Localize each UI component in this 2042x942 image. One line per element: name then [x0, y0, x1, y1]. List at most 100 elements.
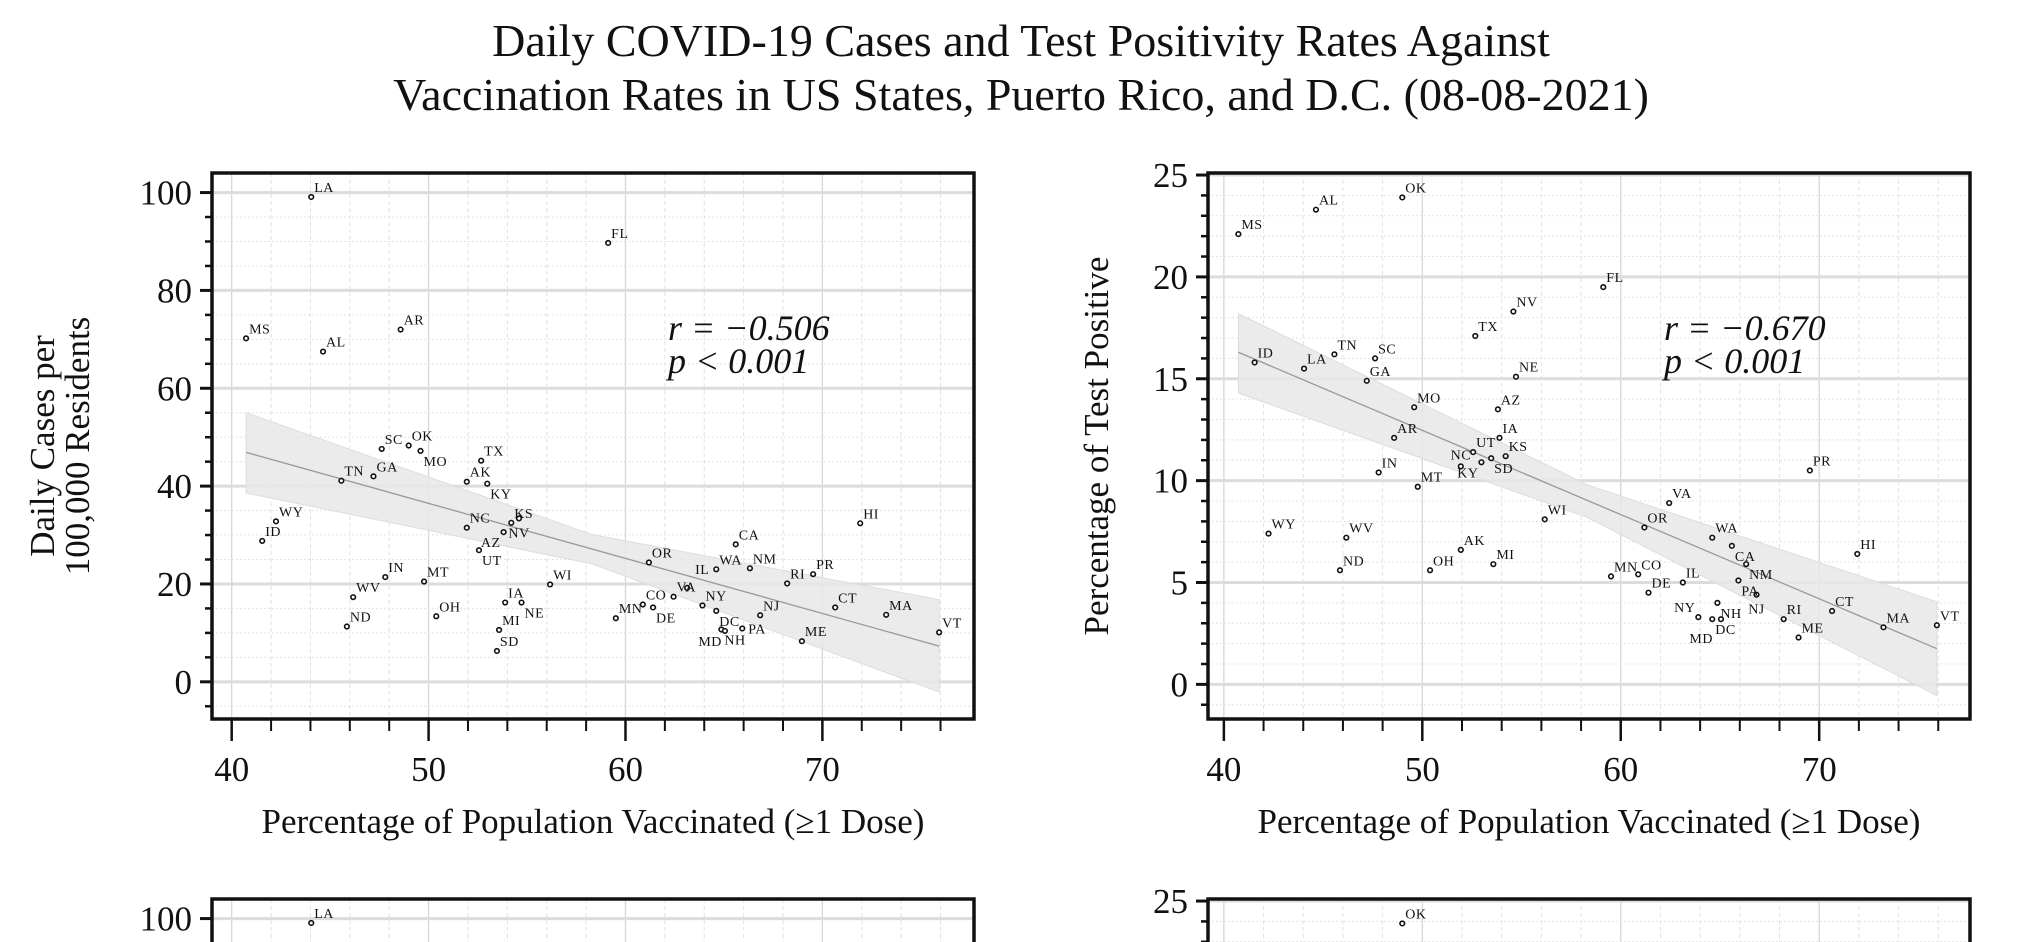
point-label-ar: AR: [404, 314, 425, 329]
point-label-in: IN: [388, 561, 404, 576]
point-label-tn: TN: [344, 465, 364, 480]
data-point-dc: [1709, 616, 1716, 623]
point-label-al: AL: [326, 336, 346, 351]
data-point-me: [1795, 634, 1802, 641]
data-point-sd: [1488, 455, 1495, 462]
point-label-ks: KS: [1509, 440, 1528, 455]
data-point-nh: [1714, 599, 1721, 606]
point-label-mo: MO: [1417, 391, 1441, 406]
point-label-or: OR: [652, 546, 673, 561]
point-label-ca: CA: [739, 528, 760, 543]
point-label-sd: SD: [1494, 462, 1513, 477]
data-point-hi: [857, 520, 864, 527]
data-point-ks: [508, 519, 515, 526]
data-point-fl: [1600, 283, 1607, 291]
y-tick-label: 25: [1153, 882, 1188, 921]
data-point-de: [649, 604, 657, 611]
point-label-ma: MA: [1886, 611, 1910, 626]
data-point-va: [670, 593, 677, 600]
data-point-ia: [1496, 434, 1503, 441]
data-point-mo: [417, 447, 424, 454]
point-label-pr: PR: [816, 558, 834, 573]
data-point-wy: [1265, 530, 1272, 537]
data-point-ar: [397, 326, 404, 333]
data-point-sd: [493, 647, 501, 655]
point-label-hi: HI: [1860, 538, 1876, 553]
data-point-vt: [1933, 622, 1940, 629]
data-point-ak: [463, 478, 470, 485]
point-label-ny: NY: [1674, 601, 1695, 616]
data-point-ne: [518, 599, 525, 606]
data-point-ct: [832, 604, 839, 611]
y-axis-label: 100,000 Residents: [58, 317, 97, 576]
axes-frame: [1206, 171, 1972, 721]
data-point-ky: [1478, 459, 1485, 466]
point-label-ak: AK: [470, 466, 491, 481]
y-tick-label: 20: [157, 565, 192, 604]
point-label-ky: KY: [490, 488, 511, 503]
point-label-nc: NC: [1451, 448, 1471, 463]
point-label-id: ID: [265, 525, 281, 540]
point-label-ms: MS: [1241, 218, 1262, 233]
point-label-pr: PR: [1813, 454, 1831, 469]
regression-line: [245, 451, 940, 647]
data-point-nc: [463, 524, 470, 531]
data-point-wi: [1541, 516, 1548, 523]
point-label-mn: MN: [1614, 560, 1638, 575]
correlation-r-text: r = −0.506: [668, 308, 830, 348]
data-point-ok: [405, 442, 412, 449]
x-tick-label: 50: [1405, 750, 1440, 789]
y-tick-label: 40: [157, 467, 192, 506]
data-point-tn: [338, 477, 345, 484]
point-label-il: IL: [1686, 567, 1700, 582]
point-label-sd: SD: [500, 635, 519, 650]
point-label-de: DE: [656, 611, 676, 626]
y-tick-label: 60: [157, 369, 192, 408]
point-label-dc: DC: [1715, 623, 1735, 638]
data-point-sc: [378, 445, 385, 453]
point-label-or: OR: [1647, 511, 1668, 526]
data-point-la: [1300, 365, 1308, 372]
data-point-id: [1251, 359, 1258, 366]
point-label-az: AZ: [481, 536, 501, 551]
data-point-la: [308, 919, 315, 927]
data-point-nc: [1457, 463, 1464, 470]
data-point-ne: [1512, 373, 1520, 380]
point-label-nh: NH: [724, 633, 745, 648]
data-point-md: [721, 627, 729, 635]
x-tick-label: 60: [608, 750, 643, 789]
data-point-pr: [1806, 467, 1813, 474]
data-point-nv: [515, 515, 523, 522]
data-point-mn: [612, 615, 619, 622]
point-label-ky: KY: [1457, 466, 1478, 481]
point-label-nh: NH: [1720, 607, 1741, 622]
data-point-mt: [420, 578, 428, 585]
data-point-tx: [478, 457, 485, 464]
x-tick-label: 40: [1206, 750, 1241, 789]
data-point-nj: [1753, 591, 1760, 598]
point-label-sc: SC: [385, 433, 403, 448]
data-point-fl: [605, 239, 612, 247]
point-label-la: LA: [314, 181, 334, 196]
data-point-ca: [732, 541, 739, 548]
regression-line: [1238, 351, 1938, 650]
x-tick-label: 50: [411, 750, 446, 789]
point-label-ok: OK: [1405, 181, 1426, 196]
data-point-wa: [713, 566, 720, 573]
point-label-tx: TX: [1478, 320, 1498, 335]
point-label-la: LA: [314, 907, 334, 922]
data-point-nd: [1336, 567, 1344, 574]
data-point-ms: [242, 335, 250, 342]
data-point-co: [1635, 571, 1642, 578]
y-tick-label: 10: [1153, 462, 1188, 501]
x-tick-label: 40: [214, 750, 249, 789]
point-label-nj: NJ: [763, 599, 780, 614]
chart-panel-positivity-lower: OK 25: [1153, 882, 1972, 942]
data-point-hi: [1854, 550, 1861, 558]
data-point-ms: [1235, 231, 1242, 238]
point-label-hi: HI: [863, 507, 879, 522]
plot-area: [1208, 899, 1970, 942]
data-point-me: [798, 638, 806, 645]
data-point-pa: [739, 625, 746, 632]
